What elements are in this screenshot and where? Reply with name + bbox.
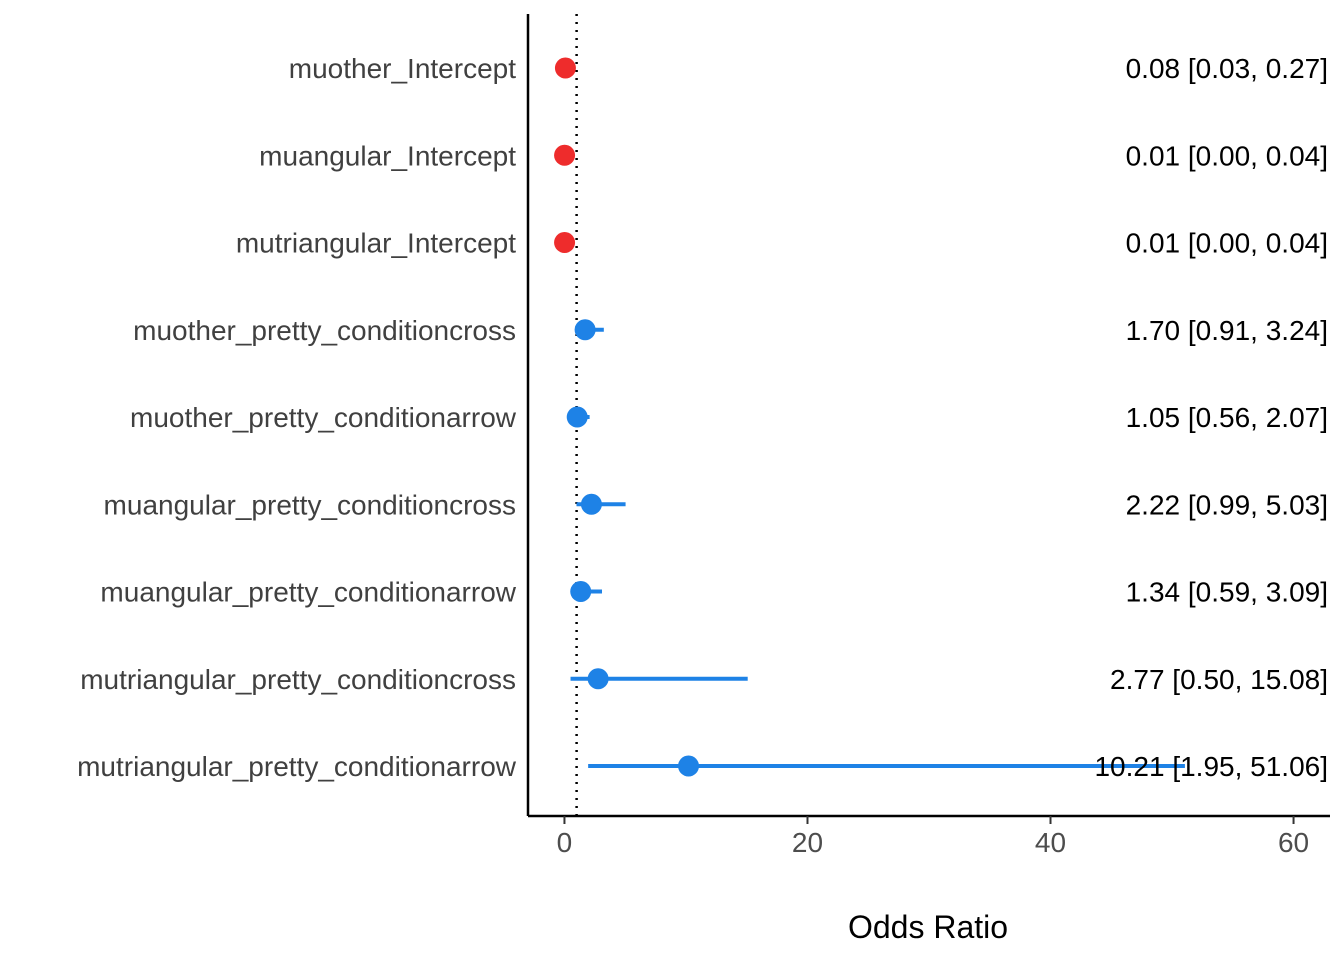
point-estimate xyxy=(554,144,576,166)
point-estimate xyxy=(574,319,596,341)
value-label-layer: 0.08 [0.03, 0.27] 0.01 [0.00, 0.04] 0.01 [… xyxy=(1094,53,1328,782)
estimate-label: 1.70 [0.91, 3.24] xyxy=(1126,315,1328,346)
x-tick-label: 40 xyxy=(1035,827,1066,858)
term-label: mutriangular_Intercept xyxy=(236,228,516,259)
point-estimate xyxy=(678,755,700,777)
estimate-label: 0.08 [0.03, 0.27] xyxy=(1126,53,1328,84)
x-tick-label: 0 xyxy=(557,827,573,858)
point-estimate xyxy=(554,232,576,253)
term-label: muother_pretty_conditionarrow xyxy=(130,402,517,433)
point-estimate xyxy=(580,493,602,515)
point-estimate xyxy=(554,57,576,79)
term-label: muangular_pretty_conditioncross xyxy=(104,489,516,520)
term-label: muangular_pretty_conditionarrow xyxy=(100,577,516,608)
estimate-label: 0.01 [0.00, 0.04] xyxy=(1126,140,1328,171)
x-tick-label: 60 xyxy=(1278,827,1309,858)
point-estimate xyxy=(570,581,592,602)
x-tick-layer: 0 20 40 60 xyxy=(557,816,1309,858)
estimate-label: 1.05 [0.56, 2.07] xyxy=(1126,402,1328,433)
term-label: muother_pretty_conditioncross xyxy=(133,315,516,346)
x-tick-label: 20 xyxy=(792,827,823,858)
estimate-label: 2.77 [0.50, 15.08] xyxy=(1110,664,1328,695)
point-estimate xyxy=(566,406,588,428)
estimate-label: 1.34 [0.59, 3.09] xyxy=(1126,577,1328,608)
term-label-layer: muother_Intercept muangular_Interceptmutr… xyxy=(77,53,517,782)
term-label: muangular_Intercept xyxy=(259,140,516,171)
axis-layer xyxy=(526,14,1330,818)
term-label: mutriangular_pretty_conditionarrow xyxy=(77,751,517,782)
x-axis-title: Odds Ratio xyxy=(848,909,1008,945)
estimate-label: 10.21 [1.95, 51.06] xyxy=(1094,751,1328,782)
point-estimate xyxy=(587,668,609,690)
point-layer xyxy=(554,57,700,777)
estimate-label: 2.22 [0.99, 5.03] xyxy=(1126,489,1328,520)
term-label: muother_Intercept xyxy=(289,53,516,84)
interval-layer xyxy=(564,66,1185,768)
term-label: mutriangular_pretty_conditioncross xyxy=(80,664,516,695)
estimate-label: 0.01 [0.00, 0.04] xyxy=(1126,228,1328,259)
